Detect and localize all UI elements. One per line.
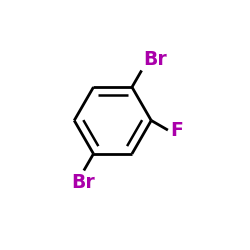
Text: Br: Br (144, 50, 167, 70)
Text: Br: Br (71, 173, 95, 192)
Text: F: F (170, 120, 183, 140)
